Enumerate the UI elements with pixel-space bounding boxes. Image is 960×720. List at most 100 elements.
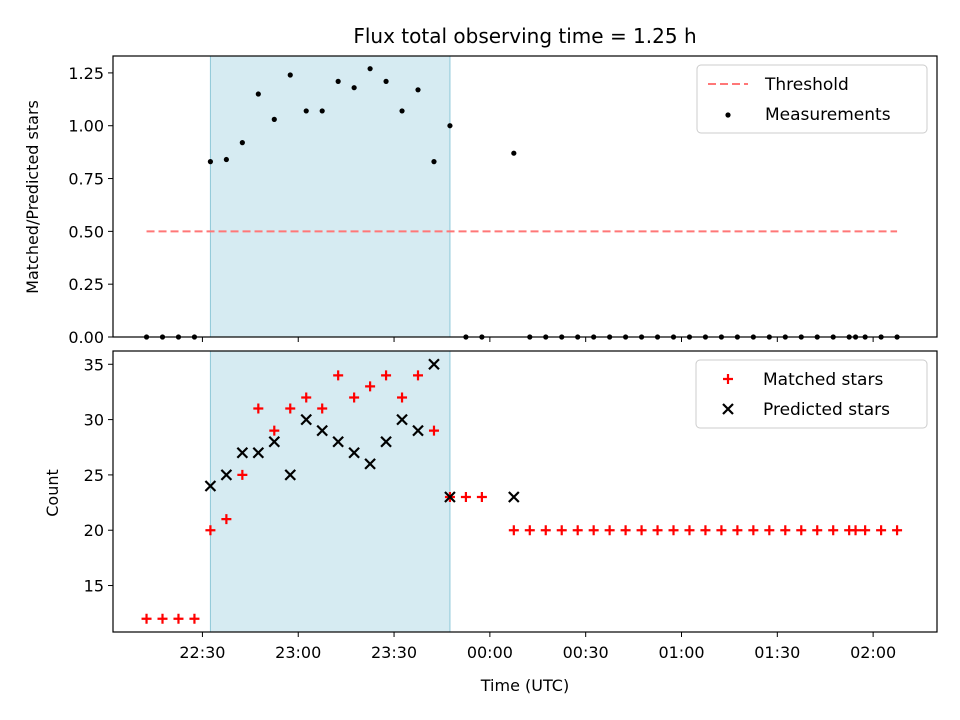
top-measurement-point: [415, 87, 421, 93]
bottom-x-tick-label: 00:30: [563, 643, 609, 662]
bottom-matched-point: [476, 492, 487, 503]
bottom-y-tick-label: 35: [84, 355, 104, 374]
bottom-matched-point: [269, 425, 280, 436]
bottom-matched-point: [253, 403, 264, 414]
bottom-predicted-point: [444, 491, 456, 503]
top-y-tick-label: 1.25: [68, 64, 104, 83]
bottom-matched-point: [508, 525, 519, 536]
bottom-matched-point: [413, 370, 424, 381]
bottom-matched-point: [349, 392, 360, 403]
bottom-y-tick-label: 15: [84, 577, 104, 596]
bottom-matched-point: [157, 613, 168, 624]
top-y-tick-label: 0.75: [68, 170, 104, 189]
legend-measurements-swatch: [725, 112, 731, 118]
bottom-matched-point: [205, 525, 216, 536]
bottom-y-tick-label: 20: [84, 521, 104, 540]
bottom-x-tick-label: 02:00: [850, 643, 896, 662]
top-y-tick-label: 0.00: [68, 328, 104, 347]
top-measurement-point: [271, 116, 277, 122]
top-observing-window: [209, 55, 451, 338]
bottom-matched-point: [556, 525, 567, 536]
bottom-matched-point: [620, 525, 631, 536]
bottom-predicted-point: [300, 413, 313, 426]
bottom-predicted-point: [236, 447, 249, 459]
bottom-y-tick-label: 30: [84, 411, 104, 430]
bottom-matched-point: [764, 525, 775, 536]
bottom-matched-point: [381, 370, 392, 381]
legend-threshold-label: Threshold: [764, 75, 849, 95]
bottom-predicted-point: [428, 358, 440, 371]
bottom-matched-point: [652, 525, 663, 536]
bottom-matched-point: [141, 613, 152, 624]
top-measurement-point: [223, 156, 229, 163]
bottom-matched-point: [301, 392, 312, 403]
top-measurement-point: [335, 78, 341, 84]
bottom-matched-point: [700, 525, 711, 536]
bottom-predicted-point: [508, 491, 520, 503]
top-measurement-point: [351, 85, 357, 91]
bottom-matched-point: [860, 525, 871, 536]
legend-matched-label: Matched stars: [763, 370, 883, 390]
top-measurement-point: [239, 140, 245, 146]
bottom-matched-point: [796, 525, 807, 536]
bottom-matched-point: [780, 525, 791, 536]
top-measurement-point: [207, 159, 214, 165]
bottom-predicted-point: [364, 458, 376, 470]
bottom-matched-point: [812, 525, 823, 536]
bottom-matched-point: [460, 492, 471, 503]
bottom-predicted-point: [284, 469, 297, 481]
top-y-axis-label: Matched/Predicted stars: [23, 100, 42, 294]
top-measurement-point: [255, 91, 261, 97]
bottom-matched-point: [732, 525, 743, 536]
bottom-y-axis-label: Count: [43, 469, 62, 517]
bottom-matched-point: [540, 525, 551, 536]
bottom-matched-point: [684, 525, 695, 536]
bottom-matched-point: [892, 525, 903, 536]
top-legend: [696, 64, 928, 134]
bottom-matched-point: [524, 525, 535, 536]
top-y-tick-label: 0.25: [68, 275, 104, 294]
top-y-tick-label: 0.50: [68, 222, 104, 241]
legend-measurements-label: Measurements: [765, 105, 891, 125]
bottom-matched-point: [189, 613, 200, 624]
bottom-matched-point: [588, 525, 599, 536]
top-y-tick-label: 1.00: [68, 117, 104, 136]
bottom-matched-point: [828, 525, 839, 536]
bottom-matched-point: [748, 525, 759, 536]
bottom-matched-point: [285, 403, 296, 414]
bottom-x-tick-label: 23:30: [371, 643, 417, 662]
bottom-observing-window: [209, 350, 451, 633]
bottom-matched-point: [221, 514, 232, 525]
bottom-axes-frame: [112, 350, 938, 633]
bottom-matched-point: [333, 370, 344, 381]
top-measurement-point: [399, 108, 405, 114]
bottom-matched-point: [572, 525, 583, 536]
bottom-panel: 15 20 25 30 35 22:30 23:00 23:30 00:00 00:30 01:00…: [84, 350, 938, 662]
legend-predicted-label: Predicted stars: [763, 400, 890, 420]
top-measurement-point: [367, 66, 373, 72]
bottom-matched-point: [668, 525, 679, 536]
bottom-matched-point: [237, 469, 248, 480]
bottom-matched-point: [397, 392, 408, 403]
top-panel: 0.00 0.25 0.50 0.75 1.00 1.25 Threshold Measure…: [68, 55, 938, 347]
bottom-matched-point: [876, 525, 887, 536]
bottom-matched-point: [365, 381, 376, 392]
chart-title: Flux total observing time = 1.25 h: [353, 24, 696, 48]
bottom-predicted-point: [316, 424, 328, 437]
bottom-matched-point: [636, 525, 647, 536]
bottom-predicted-point: [412, 424, 424, 437]
top-measurement-point: [319, 108, 325, 114]
bottom-x-tick-label: 01:30: [754, 643, 800, 662]
bottom-x-tick-label: 01:00: [658, 643, 704, 662]
bottom-y-tick-label: 25: [84, 466, 104, 485]
bottom-predicted-point: [252, 447, 265, 459]
top-measurement-point: [511, 150, 517, 156]
bottom-matched-point: [317, 403, 328, 414]
top-axes-frame: [112, 55, 938, 338]
bottom-matched-point: [173, 613, 184, 624]
bottom-legend: [695, 359, 928, 429]
bottom-predicted-point: [396, 413, 408, 426]
top-measurement-point: [447, 123, 453, 129]
top-measurement-point: [431, 159, 437, 165]
